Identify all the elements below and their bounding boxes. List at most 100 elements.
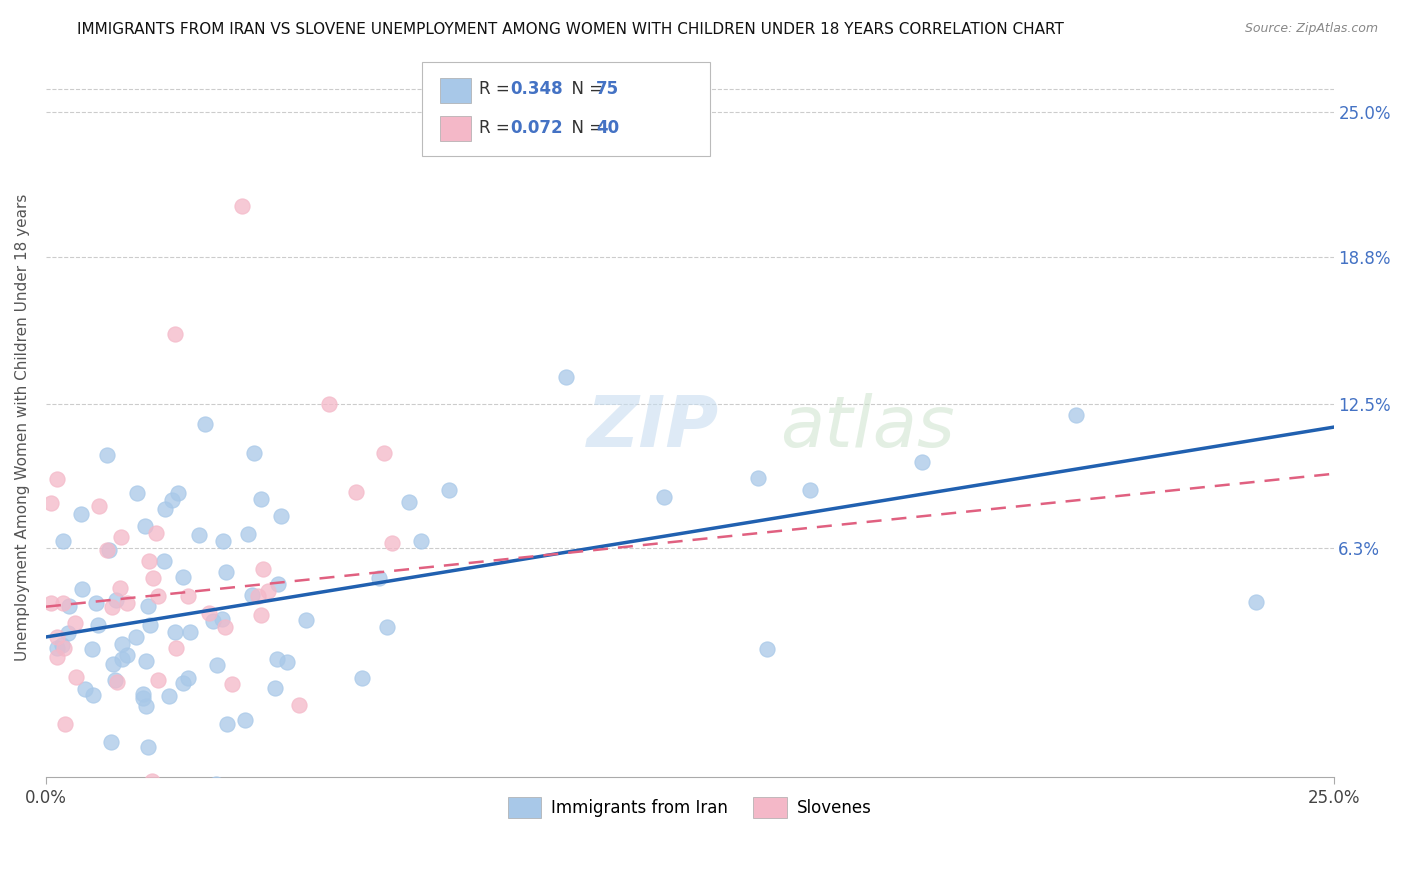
Point <box>153 554 176 568</box>
Point <box>39 496 62 510</box>
Point <box>96 543 118 558</box>
Point <box>373 446 395 460</box>
Point <box>100 600 122 615</box>
Text: IMMIGRANTS FROM IRAN VS SLOVENE UNEMPLOYMENT AMONG WOMEN WITH CHILDREN UNDER 18 : IMMIGRANTS FROM IRAN VS SLOVENE UNEMPLOY… <box>77 22 1064 37</box>
Point <box>142 570 165 584</box>
Text: atlas: atlas <box>780 392 955 462</box>
Point <box>138 554 160 568</box>
Point <box>132 687 155 701</box>
Point <box>131 691 153 706</box>
Point <box>1064 409 1087 423</box>
Point <box>555 370 578 384</box>
Point <box>211 612 233 626</box>
Point <box>250 491 273 506</box>
Point <box>141 774 163 789</box>
Point <box>160 492 183 507</box>
Point <box>45 472 67 486</box>
Point <box>238 526 260 541</box>
Point <box>256 584 278 599</box>
Point <box>375 620 398 634</box>
Point <box>411 534 433 549</box>
Point <box>240 588 263 602</box>
Point <box>205 657 228 672</box>
Point <box>214 829 236 843</box>
Point <box>439 483 461 497</box>
Point <box>221 677 243 691</box>
Point <box>266 651 288 665</box>
Point <box>165 640 187 655</box>
Point <box>52 596 75 610</box>
Point <box>214 620 236 634</box>
Point <box>231 199 253 213</box>
Point <box>58 599 80 613</box>
Point <box>100 734 122 748</box>
Point <box>215 565 238 579</box>
Point <box>139 618 162 632</box>
Text: N =: N = <box>561 119 609 136</box>
Point <box>111 652 134 666</box>
Point <box>73 681 96 696</box>
Text: Source: ZipAtlas.com: Source: ZipAtlas.com <box>1244 22 1378 36</box>
Point <box>96 448 118 462</box>
Point <box>148 589 170 603</box>
Point <box>287 698 309 713</box>
Point <box>205 777 228 791</box>
Point <box>172 570 194 584</box>
Point <box>145 525 167 540</box>
Point <box>318 397 340 411</box>
Point <box>110 581 132 595</box>
Point <box>46 649 69 664</box>
Point <box>69 507 91 521</box>
Point <box>167 486 190 500</box>
Point <box>82 688 104 702</box>
Point <box>135 699 157 714</box>
Point <box>97 543 120 558</box>
Point <box>46 630 69 644</box>
Point <box>172 676 194 690</box>
Point <box>127 486 149 500</box>
Point <box>247 589 270 603</box>
Point <box>243 445 266 459</box>
Point <box>177 671 200 685</box>
Text: ZIP: ZIP <box>586 392 718 462</box>
Point <box>235 713 257 727</box>
Point <box>157 690 180 704</box>
Point <box>179 625 201 640</box>
Text: 75: 75 <box>596 80 619 98</box>
Point <box>201 614 224 628</box>
Point <box>103 657 125 671</box>
Point <box>188 528 211 542</box>
Point <box>138 599 160 614</box>
Point <box>87 617 110 632</box>
Point <box>344 484 367 499</box>
Point <box>217 716 239 731</box>
Point <box>72 582 94 597</box>
Point <box>1246 595 1268 609</box>
Point <box>194 417 217 431</box>
Point <box>211 534 233 549</box>
Point <box>105 593 128 607</box>
Point <box>252 561 274 575</box>
Point <box>39 596 62 610</box>
Point <box>747 471 769 485</box>
Point <box>350 671 373 685</box>
Text: 0.072: 0.072 <box>510 119 562 136</box>
Point <box>53 716 76 731</box>
Point <box>381 535 404 549</box>
Point <box>87 499 110 513</box>
Point <box>276 655 298 669</box>
Point <box>136 739 159 754</box>
Point <box>105 675 128 690</box>
Point <box>250 607 273 622</box>
Point <box>134 519 156 533</box>
Point <box>52 640 75 655</box>
Point <box>65 670 87 684</box>
Point <box>910 455 932 469</box>
Point <box>46 640 69 655</box>
Point <box>267 577 290 591</box>
Point <box>63 616 86 631</box>
Point <box>295 613 318 627</box>
Point <box>198 606 221 620</box>
Point <box>652 490 675 504</box>
Point <box>125 630 148 644</box>
